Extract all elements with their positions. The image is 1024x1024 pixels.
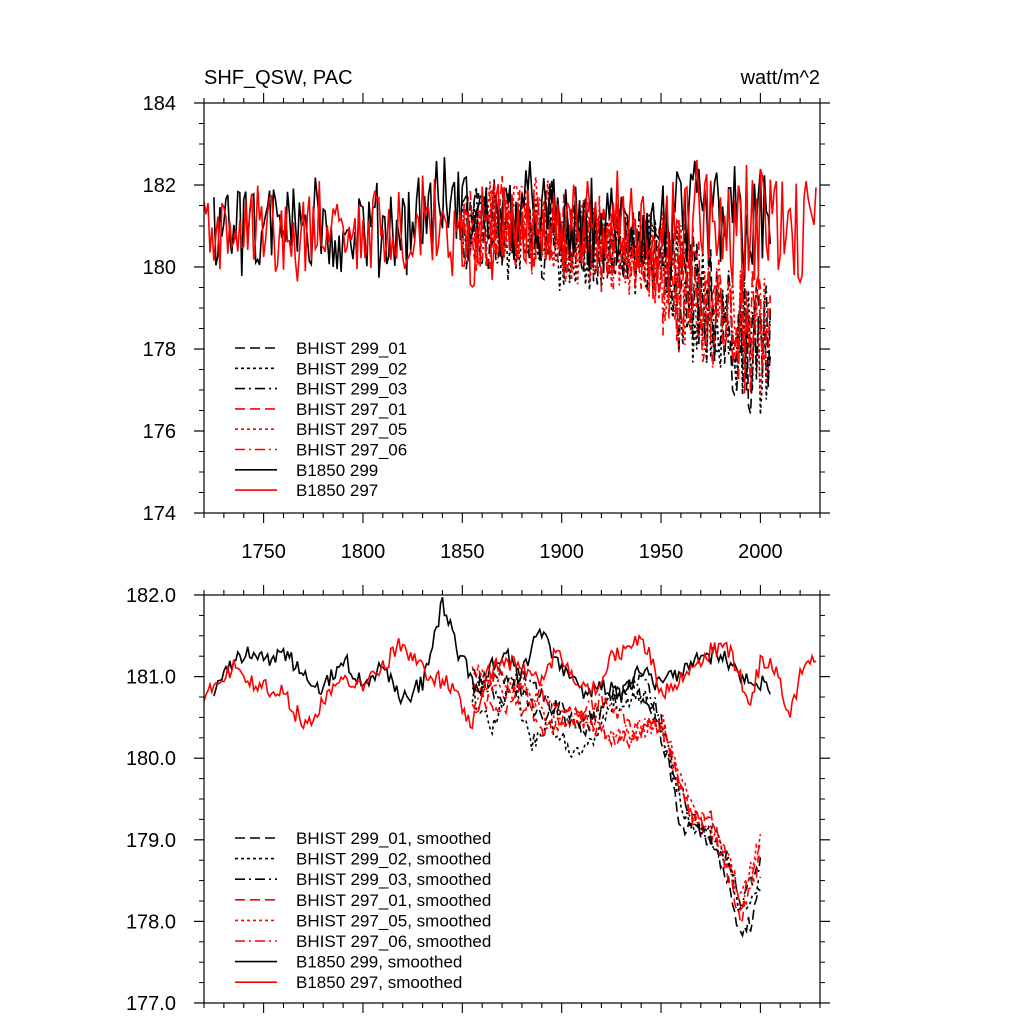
y-tick-label: 182 <box>143 175 176 197</box>
y-tick-label: 176 <box>143 421 176 443</box>
legend-label: B1850 297, smoothed <box>296 973 462 992</box>
legend-label: BHIST 297_05, smoothed <box>296 911 491 930</box>
legend-label: BHIST 297_06 <box>296 441 407 460</box>
legend-label: BHIST 299_03, smoothed <box>296 870 491 889</box>
legend-label: BHIST 299_03 <box>296 380 407 399</box>
y-tick-label: 182.0 <box>126 585 176 607</box>
y-tick-label: 184 <box>143 93 176 115</box>
series-line-b1850-299-smoothed <box>213 596 772 706</box>
series-line-b1850-297-smoothed <box>204 633 817 731</box>
top-panel: 174 176 178 180 182 184 1750 1800 1850 1900 1950 20… <box>143 93 830 563</box>
x-tick-label: 1950 <box>639 541 684 563</box>
series-line-b1850-297 <box>204 159 817 297</box>
series-group <box>204 157 817 415</box>
legend-label: BHIST 299_01 <box>296 339 407 358</box>
x-tick-label: 2000 <box>738 541 783 563</box>
y-tick-label: 180 <box>143 257 176 279</box>
legend-label: BHIST 299_01, smoothed <box>296 829 491 848</box>
bottom-panel: 177.0 178.0 179.0 180.0 181.0 182.0 BHIST 299_… <box>126 585 830 1015</box>
series-line-bhist-299-01-smoothed <box>471 667 761 939</box>
legend-label: BHIST 299_02 <box>296 359 407 378</box>
series-line-bhist-299-03 <box>461 185 772 391</box>
legend-label: BHIST 297_01 <box>296 400 407 419</box>
series-line-bhist-297-01 <box>461 175 772 393</box>
y-tick-label: 179.0 <box>126 830 176 852</box>
x-tick-label: 1750 <box>241 541 286 563</box>
legend: BHIST 299_01, smoothed BHIST 299_02, smoo… <box>235 829 491 992</box>
y-tick-label: 180.0 <box>126 748 176 770</box>
legend-label: BHIST 297_06, smoothed <box>296 932 491 951</box>
legend-label: B1850 297 <box>296 481 378 500</box>
top-chart-title: SHF_QSW, PAC <box>204 67 353 89</box>
y-tick-label: 181.0 <box>126 667 176 689</box>
y-tick-label: 178 <box>143 339 176 361</box>
legend-label: B1850 299, smoothed <box>296 953 462 972</box>
y-tick-label: 174 <box>143 503 176 525</box>
legend-label: B1850 299 <box>296 461 378 480</box>
x-tick-label: 1850 <box>440 541 485 563</box>
legend-label: BHIST 299_02, smoothed <box>296 850 491 869</box>
y-tick-label: 178.0 <box>126 911 176 933</box>
series-line-bhist-299-03-smoothed <box>472 667 762 907</box>
y-tick-label: 177.0 <box>126 993 176 1015</box>
series-group <box>204 596 817 939</box>
x-tick-label: 1800 <box>341 541 386 563</box>
top-chart-units: watt/m^2 <box>740 67 820 89</box>
legend-label: BHIST 297_01, smoothed <box>296 891 491 910</box>
legend-label: BHIST 297_05 <box>296 420 407 439</box>
x-tick-label: 1900 <box>539 541 584 563</box>
